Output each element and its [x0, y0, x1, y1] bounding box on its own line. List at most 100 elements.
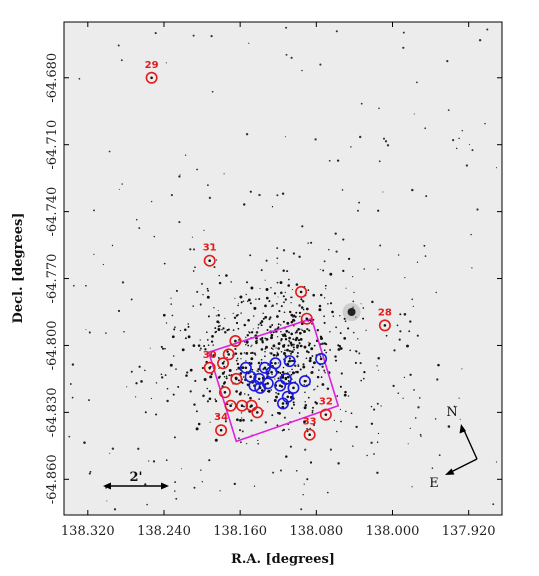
field-star	[228, 374, 231, 377]
field-star	[221, 371, 225, 375]
field-star	[423, 244, 426, 247]
field-star	[281, 370, 285, 374]
field-star	[240, 358, 242, 360]
field-star	[292, 346, 295, 349]
field-star	[424, 255, 427, 257]
field-star	[297, 339, 301, 342]
field-star	[250, 345, 252, 348]
field-star	[309, 461, 313, 464]
field-star	[273, 292, 277, 295]
field-star	[214, 327, 217, 330]
field-star	[292, 343, 294, 345]
field-star	[393, 349, 396, 352]
field-star	[323, 342, 327, 345]
field-star	[153, 235, 156, 238]
field-star	[288, 428, 290, 431]
field-star	[93, 209, 95, 212]
red-member-marker-star	[250, 404, 253, 407]
field-star	[301, 300, 305, 303]
field-star	[280, 338, 283, 341]
field-star	[290, 407, 294, 410]
field-star	[286, 270, 289, 273]
field-star	[376, 402, 379, 405]
field-star	[193, 403, 196, 406]
field-star	[257, 370, 259, 373]
field-star	[350, 412, 353, 415]
field-star	[436, 378, 439, 381]
field-star	[215, 330, 218, 333]
field-star	[329, 302, 333, 305]
blue-member-marker	[239, 361, 252, 374]
field-star	[282, 428, 285, 432]
field-star	[245, 336, 247, 338]
field-star	[376, 471, 379, 474]
field-star	[333, 419, 336, 422]
field-star	[178, 221, 181, 224]
field-star	[276, 336, 279, 338]
labeled-star-marker-star	[219, 428, 223, 432]
field-star	[461, 368, 463, 370]
field-star	[283, 301, 285, 304]
blue-member-marker-star	[319, 357, 323, 361]
field-star	[255, 331, 259, 334]
field-star	[268, 300, 271, 303]
field-star	[192, 248, 196, 251]
field-star	[476, 208, 479, 211]
field-star	[219, 324, 221, 327]
field-star	[359, 135, 362, 139]
field-star	[257, 439, 259, 442]
field-star	[303, 330, 306, 333]
field-star	[249, 396, 252, 400]
field-star	[495, 461, 498, 463]
field-star	[295, 311, 298, 314]
field-star	[184, 337, 187, 340]
field-star	[135, 382, 138, 385]
field-star	[253, 306, 257, 310]
field-star	[257, 361, 261, 365]
field-star	[288, 349, 291, 353]
field-star	[166, 399, 169, 403]
field-star	[276, 302, 278, 305]
field-star	[201, 366, 204, 370]
field-star	[363, 268, 365, 270]
field-star	[239, 372, 243, 375]
field-star	[359, 362, 362, 365]
field-star	[248, 42, 250, 44]
field-star	[78, 77, 81, 80]
field-star	[235, 359, 238, 362]
field-star	[266, 329, 269, 331]
field-star	[213, 307, 215, 309]
field-star	[304, 391, 306, 394]
field-star	[255, 298, 257, 300]
field-star	[117, 44, 120, 47]
field-star	[416, 261, 419, 263]
field-star	[284, 337, 288, 341]
field-star	[299, 338, 303, 341]
star-id-label: 32	[319, 397, 333, 408]
field-star	[236, 357, 239, 360]
field-star	[325, 288, 327, 290]
field-star	[376, 441, 379, 443]
field-star	[209, 421, 211, 423]
field-star	[191, 236, 193, 238]
field-star	[313, 344, 316, 347]
field-star	[309, 356, 312, 360]
field-star	[337, 462, 340, 465]
field-star	[210, 243, 212, 245]
field-star	[425, 195, 428, 198]
field-star	[173, 328, 176, 331]
star-id-label: 34	[214, 412, 228, 423]
field-star	[232, 329, 235, 331]
blue-member-marker-star	[258, 386, 262, 390]
field-star	[289, 371, 291, 373]
x-tick-label: 138.240	[137, 524, 191, 539]
field-star	[399, 330, 402, 333]
blue-member-marker-star	[281, 402, 285, 405]
field-star	[276, 351, 278, 353]
y-tick-label: -64.860	[45, 454, 60, 504]
field-star	[283, 416, 286, 419]
field-star	[248, 331, 251, 334]
field-star	[362, 307, 365, 309]
field-star	[205, 331, 208, 334]
field-star	[298, 412, 301, 414]
